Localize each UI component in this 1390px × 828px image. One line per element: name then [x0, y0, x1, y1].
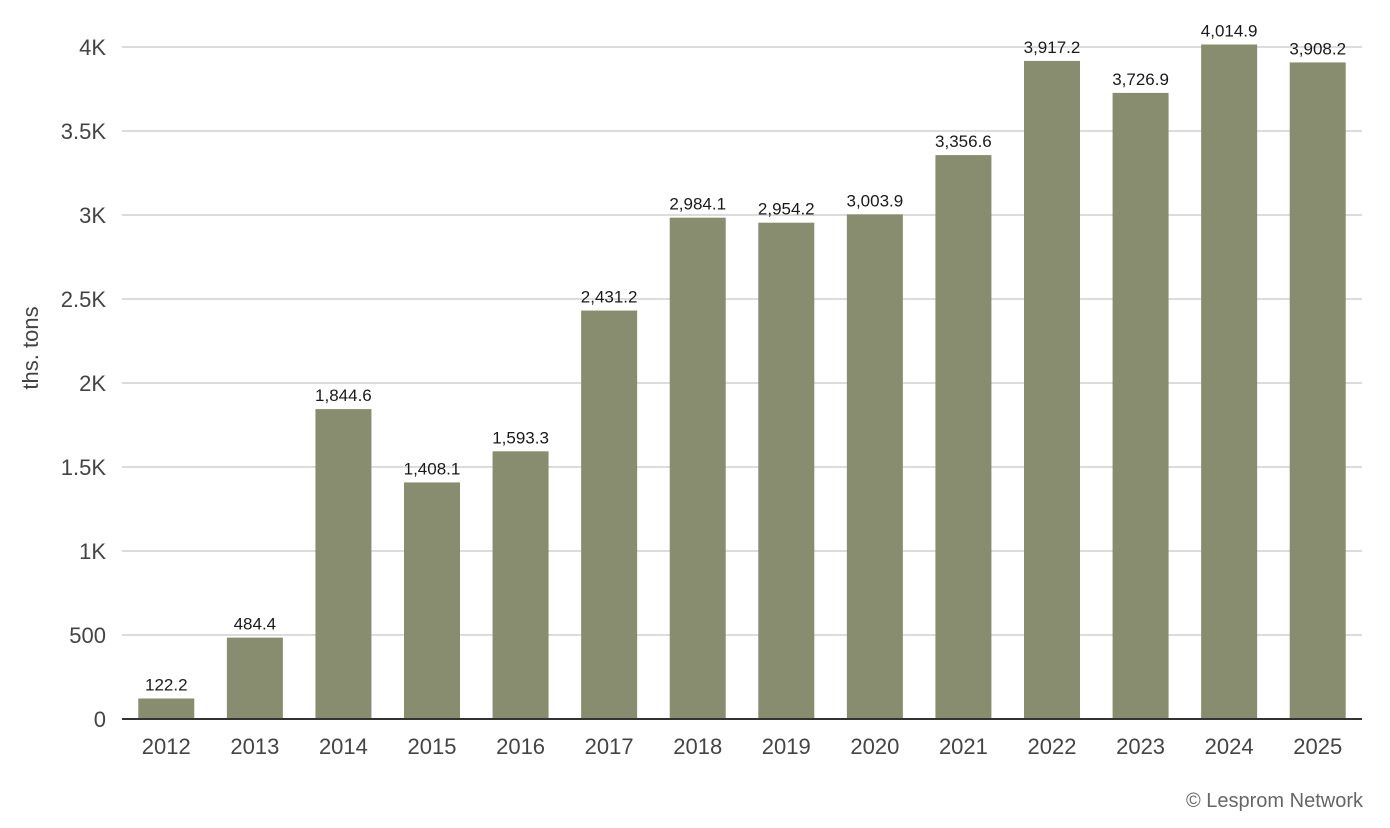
x-tick-label: 2020	[850, 734, 899, 759]
y-tick-label: 2K	[79, 371, 106, 396]
value-labels: 122.2 484.4 1,844.6 1,408.1 1,593.3 2,431.2 2,…	[145, 21, 1346, 694]
y-tick-label: 3K	[79, 203, 106, 228]
x-tick-label: 2022	[1028, 734, 1077, 759]
value-label: 484.4	[234, 615, 277, 634]
bar-2012	[138, 698, 195, 719]
bar-2022	[1024, 60, 1080, 719]
value-label: 2,431.2	[581, 288, 638, 307]
x-tick-label: 2023	[1116, 734, 1165, 759]
y-axis-ticks: 0 500 1K 1.5K 2K 2.5K 3K 3.5K 4K	[61, 35, 107, 732]
value-label: 3,726.9	[1112, 70, 1169, 89]
x-tick-label: 2015	[408, 734, 457, 759]
x-tick-label: 2017	[585, 734, 634, 759]
y-tick-label: 0	[94, 707, 106, 732]
y-tick-label: 4K	[79, 35, 106, 60]
value-label: 1,408.1	[404, 459, 461, 478]
bar-2019	[758, 222, 815, 719]
value-label: 2,984.1	[669, 195, 726, 214]
x-tick-label: 2025	[1293, 734, 1342, 759]
bar-2023	[1112, 92, 1169, 719]
y-tick-label: 2.5K	[61, 287, 107, 312]
y-tick-label: 3.5K	[61, 119, 107, 144]
value-label: 2,954.2	[758, 200, 815, 219]
bar-2020	[846, 214, 903, 720]
x-tick-label: 2019	[762, 734, 811, 759]
bar-2014	[315, 409, 372, 719]
y-tick-label: 1K	[79, 539, 106, 564]
y-tick-label: 500	[69, 623, 106, 648]
bar-2018	[669, 217, 726, 719]
x-axis-ticks: 2012 2013 2014 2015 2016 2017 2018 2019 2020 2021…	[142, 734, 1342, 759]
x-tick-label: 2014	[319, 734, 368, 759]
value-label: 3,917.2	[1024, 38, 1081, 57]
value-label: 122.2	[145, 675, 188, 694]
value-label: 1,593.3	[492, 428, 549, 447]
value-label: 1,844.6	[315, 386, 372, 405]
x-tick-label: 2016	[496, 734, 545, 759]
bar-2016	[492, 451, 549, 719]
gridlines	[122, 46, 1362, 636]
x-tick-label: 2024	[1205, 734, 1254, 759]
value-label: 3,908.2	[1289, 39, 1346, 58]
bar-2021	[935, 155, 992, 720]
copyright-text: © Lesprom Network	[1185, 790, 1363, 812]
bar-2017	[581, 310, 638, 719]
x-tick-label: 2021	[939, 734, 988, 759]
bar-2015	[404, 482, 460, 719]
bar-2025	[1289, 62, 1346, 719]
y-tick-label: 1.5K	[61, 455, 107, 480]
value-label: 3,356.6	[935, 132, 992, 151]
x-tick-label: 2012	[142, 734, 191, 759]
value-label: 4,014.9	[1201, 21, 1258, 40]
value-label: 3,003.9	[846, 191, 903, 210]
x-tick-label: 2018	[673, 734, 722, 759]
bars	[138, 44, 1346, 720]
bar-2013	[226, 637, 283, 719]
bar-2024	[1201, 44, 1258, 719]
x-tick-label: 2013	[230, 734, 279, 759]
y-axis-title: ths. tons	[18, 306, 43, 389]
